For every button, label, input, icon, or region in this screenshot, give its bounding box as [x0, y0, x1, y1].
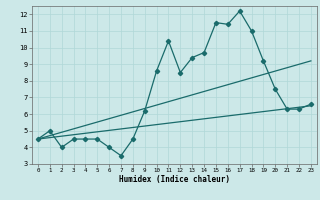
X-axis label: Humidex (Indice chaleur): Humidex (Indice chaleur): [119, 175, 230, 184]
